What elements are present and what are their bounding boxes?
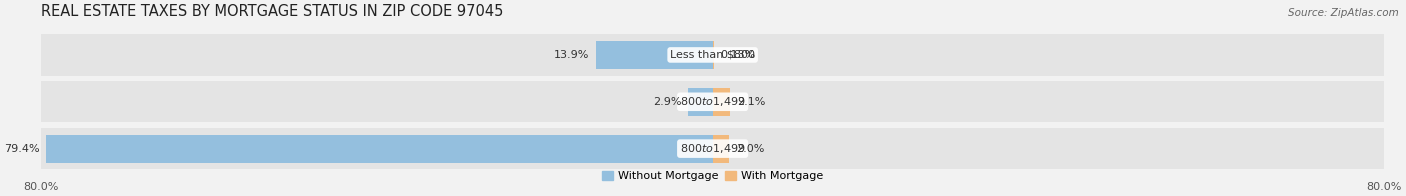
Bar xyxy=(41,128,1384,169)
Text: 0.13%: 0.13% xyxy=(720,50,755,60)
Bar xyxy=(46,135,713,163)
Text: 2.0%: 2.0% xyxy=(737,144,765,154)
Bar xyxy=(689,88,713,116)
Text: Source: ZipAtlas.com: Source: ZipAtlas.com xyxy=(1288,8,1399,18)
Text: 2.9%: 2.9% xyxy=(654,97,682,107)
Text: Less than $800: Less than $800 xyxy=(671,50,755,60)
Bar xyxy=(41,34,1384,75)
Text: $800 to $1,499: $800 to $1,499 xyxy=(681,95,745,108)
Text: REAL ESTATE TAXES BY MORTGAGE STATUS IN ZIP CODE 97045: REAL ESTATE TAXES BY MORTGAGE STATUS IN … xyxy=(41,4,503,19)
Text: 2.1%: 2.1% xyxy=(737,97,765,107)
Bar xyxy=(713,88,730,116)
Bar xyxy=(596,41,713,69)
Text: 79.4%: 79.4% xyxy=(4,144,39,154)
Legend: Without Mortgage, With Mortgage: Without Mortgage, With Mortgage xyxy=(598,167,827,186)
Text: $800 to $1,499: $800 to $1,499 xyxy=(681,142,745,155)
Text: 13.9%: 13.9% xyxy=(554,50,589,60)
Bar xyxy=(713,135,730,163)
Bar xyxy=(41,81,1384,122)
